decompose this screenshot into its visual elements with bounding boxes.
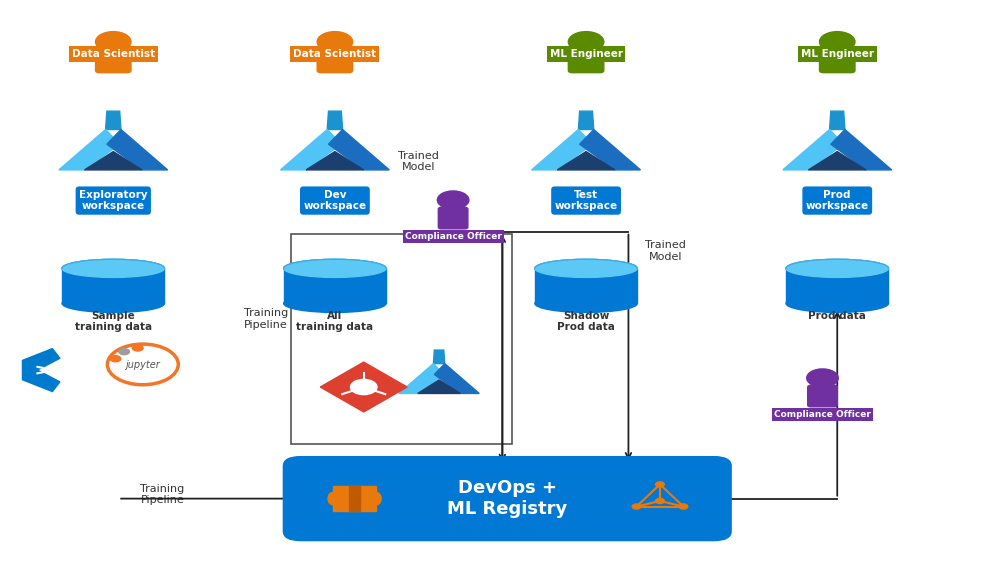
Ellipse shape (62, 259, 164, 277)
Text: Compliance Officer: Compliance Officer (774, 410, 871, 419)
Circle shape (110, 356, 121, 362)
Ellipse shape (328, 492, 338, 505)
Text: ML Engineer: ML Engineer (550, 49, 623, 59)
Polygon shape (320, 362, 407, 412)
Text: Sample
training data: Sample training data (75, 311, 152, 332)
FancyBboxPatch shape (96, 47, 131, 73)
Polygon shape (306, 151, 363, 170)
Circle shape (807, 369, 838, 387)
Circle shape (632, 504, 641, 509)
FancyBboxPatch shape (568, 47, 604, 73)
Polygon shape (558, 151, 615, 170)
Circle shape (656, 482, 664, 487)
Circle shape (820, 32, 855, 52)
Polygon shape (107, 129, 167, 170)
Text: Exploratory
workspace: Exploratory workspace (79, 190, 148, 211)
Text: Dev
workspace: Dev workspace (303, 190, 366, 211)
Ellipse shape (371, 492, 381, 505)
Bar (284, 268, 386, 303)
Polygon shape (85, 151, 142, 170)
Polygon shape (831, 129, 891, 170)
Ellipse shape (786, 259, 888, 277)
Bar (786, 268, 888, 303)
Text: Shadow
Prod data: Shadow Prod data (558, 311, 615, 332)
Bar (350, 486, 361, 511)
Polygon shape (399, 364, 444, 393)
Ellipse shape (535, 259, 637, 277)
FancyBboxPatch shape (283, 456, 732, 541)
Circle shape (568, 32, 604, 52)
Text: jupyter: jupyter (125, 360, 161, 371)
Bar (535, 268, 637, 303)
Bar (291, 234, 512, 444)
Ellipse shape (284, 294, 386, 312)
Ellipse shape (284, 259, 386, 277)
Polygon shape (23, 349, 60, 392)
Polygon shape (418, 380, 460, 393)
Circle shape (96, 32, 131, 52)
FancyBboxPatch shape (820, 47, 855, 73)
Text: ML Engineer: ML Engineer (801, 49, 874, 59)
Polygon shape (532, 129, 593, 170)
Text: Trained
Model: Trained Model (645, 240, 686, 262)
Text: Training
Pipeline: Training Pipeline (244, 308, 288, 330)
Ellipse shape (284, 259, 386, 277)
Text: Prod data: Prod data (809, 311, 866, 321)
Ellipse shape (62, 259, 164, 277)
Text: Trained
Model: Trained Model (398, 151, 439, 172)
Text: Compliance Officer: Compliance Officer (405, 232, 501, 241)
Ellipse shape (535, 259, 637, 277)
Polygon shape (105, 111, 121, 129)
Polygon shape (327, 111, 343, 129)
Circle shape (317, 32, 353, 52)
FancyBboxPatch shape (438, 207, 468, 229)
Polygon shape (783, 129, 843, 170)
Ellipse shape (786, 294, 888, 312)
Text: Training
Pipeline: Training Pipeline (141, 484, 184, 505)
Polygon shape (433, 350, 445, 364)
Text: Test
workspace: Test workspace (555, 190, 618, 211)
Ellipse shape (62, 294, 164, 312)
Circle shape (437, 191, 469, 209)
Polygon shape (578, 111, 594, 129)
Text: All
training data: All training data (296, 311, 373, 332)
Text: Data Scientist: Data Scientist (294, 49, 376, 59)
Text: Prod
workspace: Prod workspace (806, 190, 869, 211)
Text: DevOps +
ML Registry: DevOps + ML Registry (447, 479, 567, 518)
Circle shape (679, 504, 688, 509)
Ellipse shape (786, 259, 888, 277)
Polygon shape (829, 111, 845, 129)
Polygon shape (434, 364, 480, 393)
Circle shape (132, 345, 143, 351)
FancyBboxPatch shape (808, 385, 837, 407)
Bar (333, 486, 376, 511)
Ellipse shape (535, 294, 637, 312)
Text: Trained
Model: Trained Model (842, 285, 883, 307)
Circle shape (119, 349, 129, 355)
Polygon shape (59, 129, 120, 170)
Circle shape (656, 498, 664, 503)
Polygon shape (579, 129, 640, 170)
Polygon shape (281, 129, 342, 170)
Bar (62, 268, 164, 303)
Text: Data Scientist: Data Scientist (72, 49, 155, 59)
FancyBboxPatch shape (317, 47, 353, 73)
Circle shape (351, 380, 377, 394)
Polygon shape (809, 151, 866, 170)
Polygon shape (329, 129, 389, 170)
